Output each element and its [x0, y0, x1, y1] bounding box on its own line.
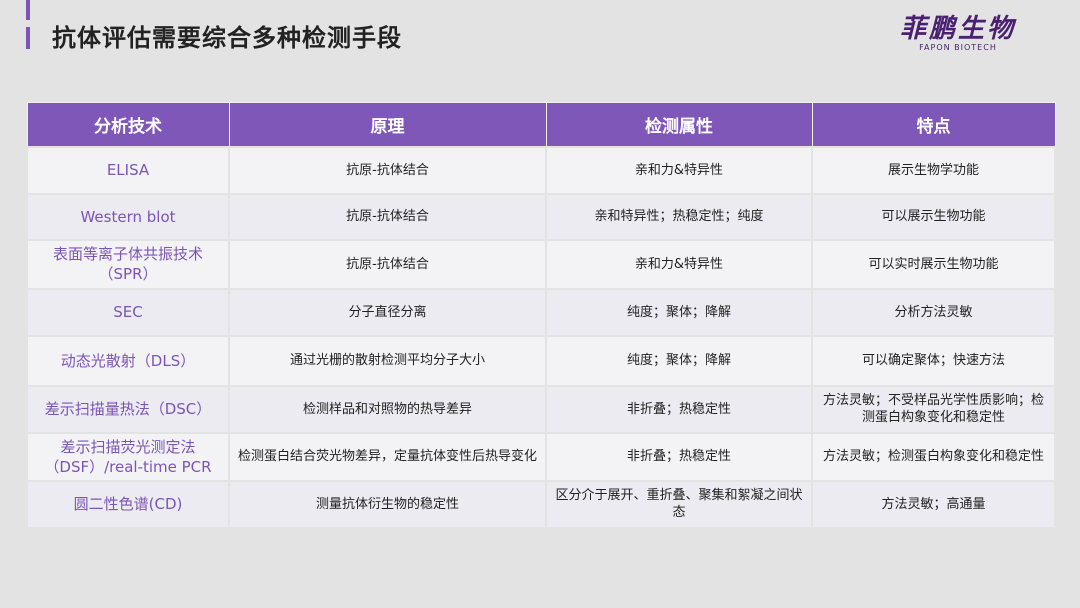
- cell-attribute: 纯度；聚体；降解: [545, 287, 813, 337]
- cell-principle: 分子直径分离: [228, 287, 547, 337]
- cell-attribute: 非折叠；热稳定性: [545, 431, 813, 482]
- cell-technique: 差示扫描量热法（DSC）: [26, 384, 230, 434]
- cell-feature: 方法灵敏；高通量: [811, 479, 1056, 529]
- cell-principle: 通过光栅的散射检测平均分子大小: [228, 334, 547, 387]
- cell-principle: 测量抗体衍生物的稳定性: [228, 479, 547, 529]
- page-title: 抗体评估需要综合多种检测手段: [52, 24, 402, 52]
- cell-technique: 圆二性色谱(CD): [26, 479, 230, 529]
- cell-feature: 方法灵敏；检测蛋白构象变化和稳定性: [811, 431, 1056, 482]
- cell-attribute: 区分介于展开、重折叠、聚集和絮凝之间状态: [545, 479, 813, 529]
- table-header-row: 分析技术 原理 检测属性 特点: [26, 102, 1056, 147]
- column-header: 特点: [811, 102, 1056, 147]
- table-row: SEC 分子直径分离 纯度；聚体；降解 分析方法灵敏: [26, 287, 1056, 337]
- cell-principle: 抗原-抗体结合: [228, 192, 547, 241]
- cell-feature: 可以确定聚体；快速方法: [811, 334, 1056, 387]
- column-header: 分析技术: [26, 102, 230, 147]
- cell-technique: 表面等离子体共振技术（SPR）: [26, 238, 230, 290]
- cell-attribute: 亲和力&特异性: [545, 238, 813, 290]
- table-row: Western blot 抗原-抗体结合 亲和特异性；热稳定性；纯度 可以展示生物功能: [26, 192, 1056, 241]
- cell-technique: 差示扫描荧光测定法（DSF）/real-time PCR: [26, 431, 230, 482]
- logo-en: FAPON BIOTECH: [919, 43, 997, 52]
- column-header: 原理: [228, 102, 547, 147]
- logo: 菲鹏生物 FAPON BIOTECH: [900, 8, 1016, 52]
- cell-principle: 检测样品和对照物的热导差异: [228, 384, 547, 434]
- title-accent-bar: [26, 0, 30, 20]
- logo-cn: 菲鹏生物: [900, 14, 1017, 44]
- table-row: ELISA 抗原-抗体结合 亲和力&特异性 展示生物学功能: [26, 145, 1056, 195]
- cell-feature: 方法灵敏；不受样品光学性质影响；检测蛋白构象变化和稳定性: [811, 384, 1056, 434]
- table-row: 差示扫描荧光测定法（DSF）/real-time PCR 检测蛋白结合荧光物差异，…: [26, 431, 1056, 482]
- cell-feature: 分析方法灵敏: [811, 287, 1056, 337]
- cell-feature: 展示生物学功能: [811, 145, 1056, 195]
- title-accent-bar: [26, 27, 30, 49]
- cell-attribute: 亲和力&特异性: [545, 145, 813, 195]
- cell-attribute: 亲和特异性；热稳定性；纯度: [545, 192, 813, 241]
- table-row: 圆二性色谱(CD) 测量抗体衍生物的稳定性 区分介于展开、重折叠、聚集和絮凝之间状态…: [26, 479, 1056, 529]
- comparison-table: 分析技术 原理 检测属性 特点 ELISA 抗原-抗体结合 亲和力&特异性 展示生物学…: [26, 102, 1056, 529]
- cell-attribute: 纯度；聚体；降解: [545, 334, 813, 387]
- cell-feature: 可以实时展示生物功能: [811, 238, 1056, 290]
- table-row: 差示扫描量热法（DSC） 检测样品和对照物的热导差异 非折叠；热稳定性 方法灵敏；不受…: [26, 384, 1056, 434]
- table-row: 动态光散射（DLS） 通过光栅的散射检测平均分子大小 纯度；聚体；降解 可以确定聚体；…: [26, 334, 1056, 387]
- column-header: 检测属性: [545, 102, 813, 147]
- cell-technique: SEC: [26, 287, 230, 337]
- cell-technique: Western blot: [26, 192, 230, 241]
- cell-technique: ELISA: [26, 145, 230, 195]
- cell-feature: 可以展示生物功能: [811, 192, 1056, 241]
- cell-attribute: 非折叠；热稳定性: [545, 384, 813, 434]
- table-row: 表面等离子体共振技术（SPR） 抗原-抗体结合 亲和力&特异性 可以实时展示生物功能: [26, 238, 1056, 290]
- cell-principle: 抗原-抗体结合: [228, 238, 547, 290]
- cell-technique: 动态光散射（DLS）: [26, 334, 230, 387]
- cell-principle: 检测蛋白结合荧光物差异，定量抗体变性后热导变化: [228, 431, 547, 482]
- cell-principle: 抗原-抗体结合: [228, 145, 547, 195]
